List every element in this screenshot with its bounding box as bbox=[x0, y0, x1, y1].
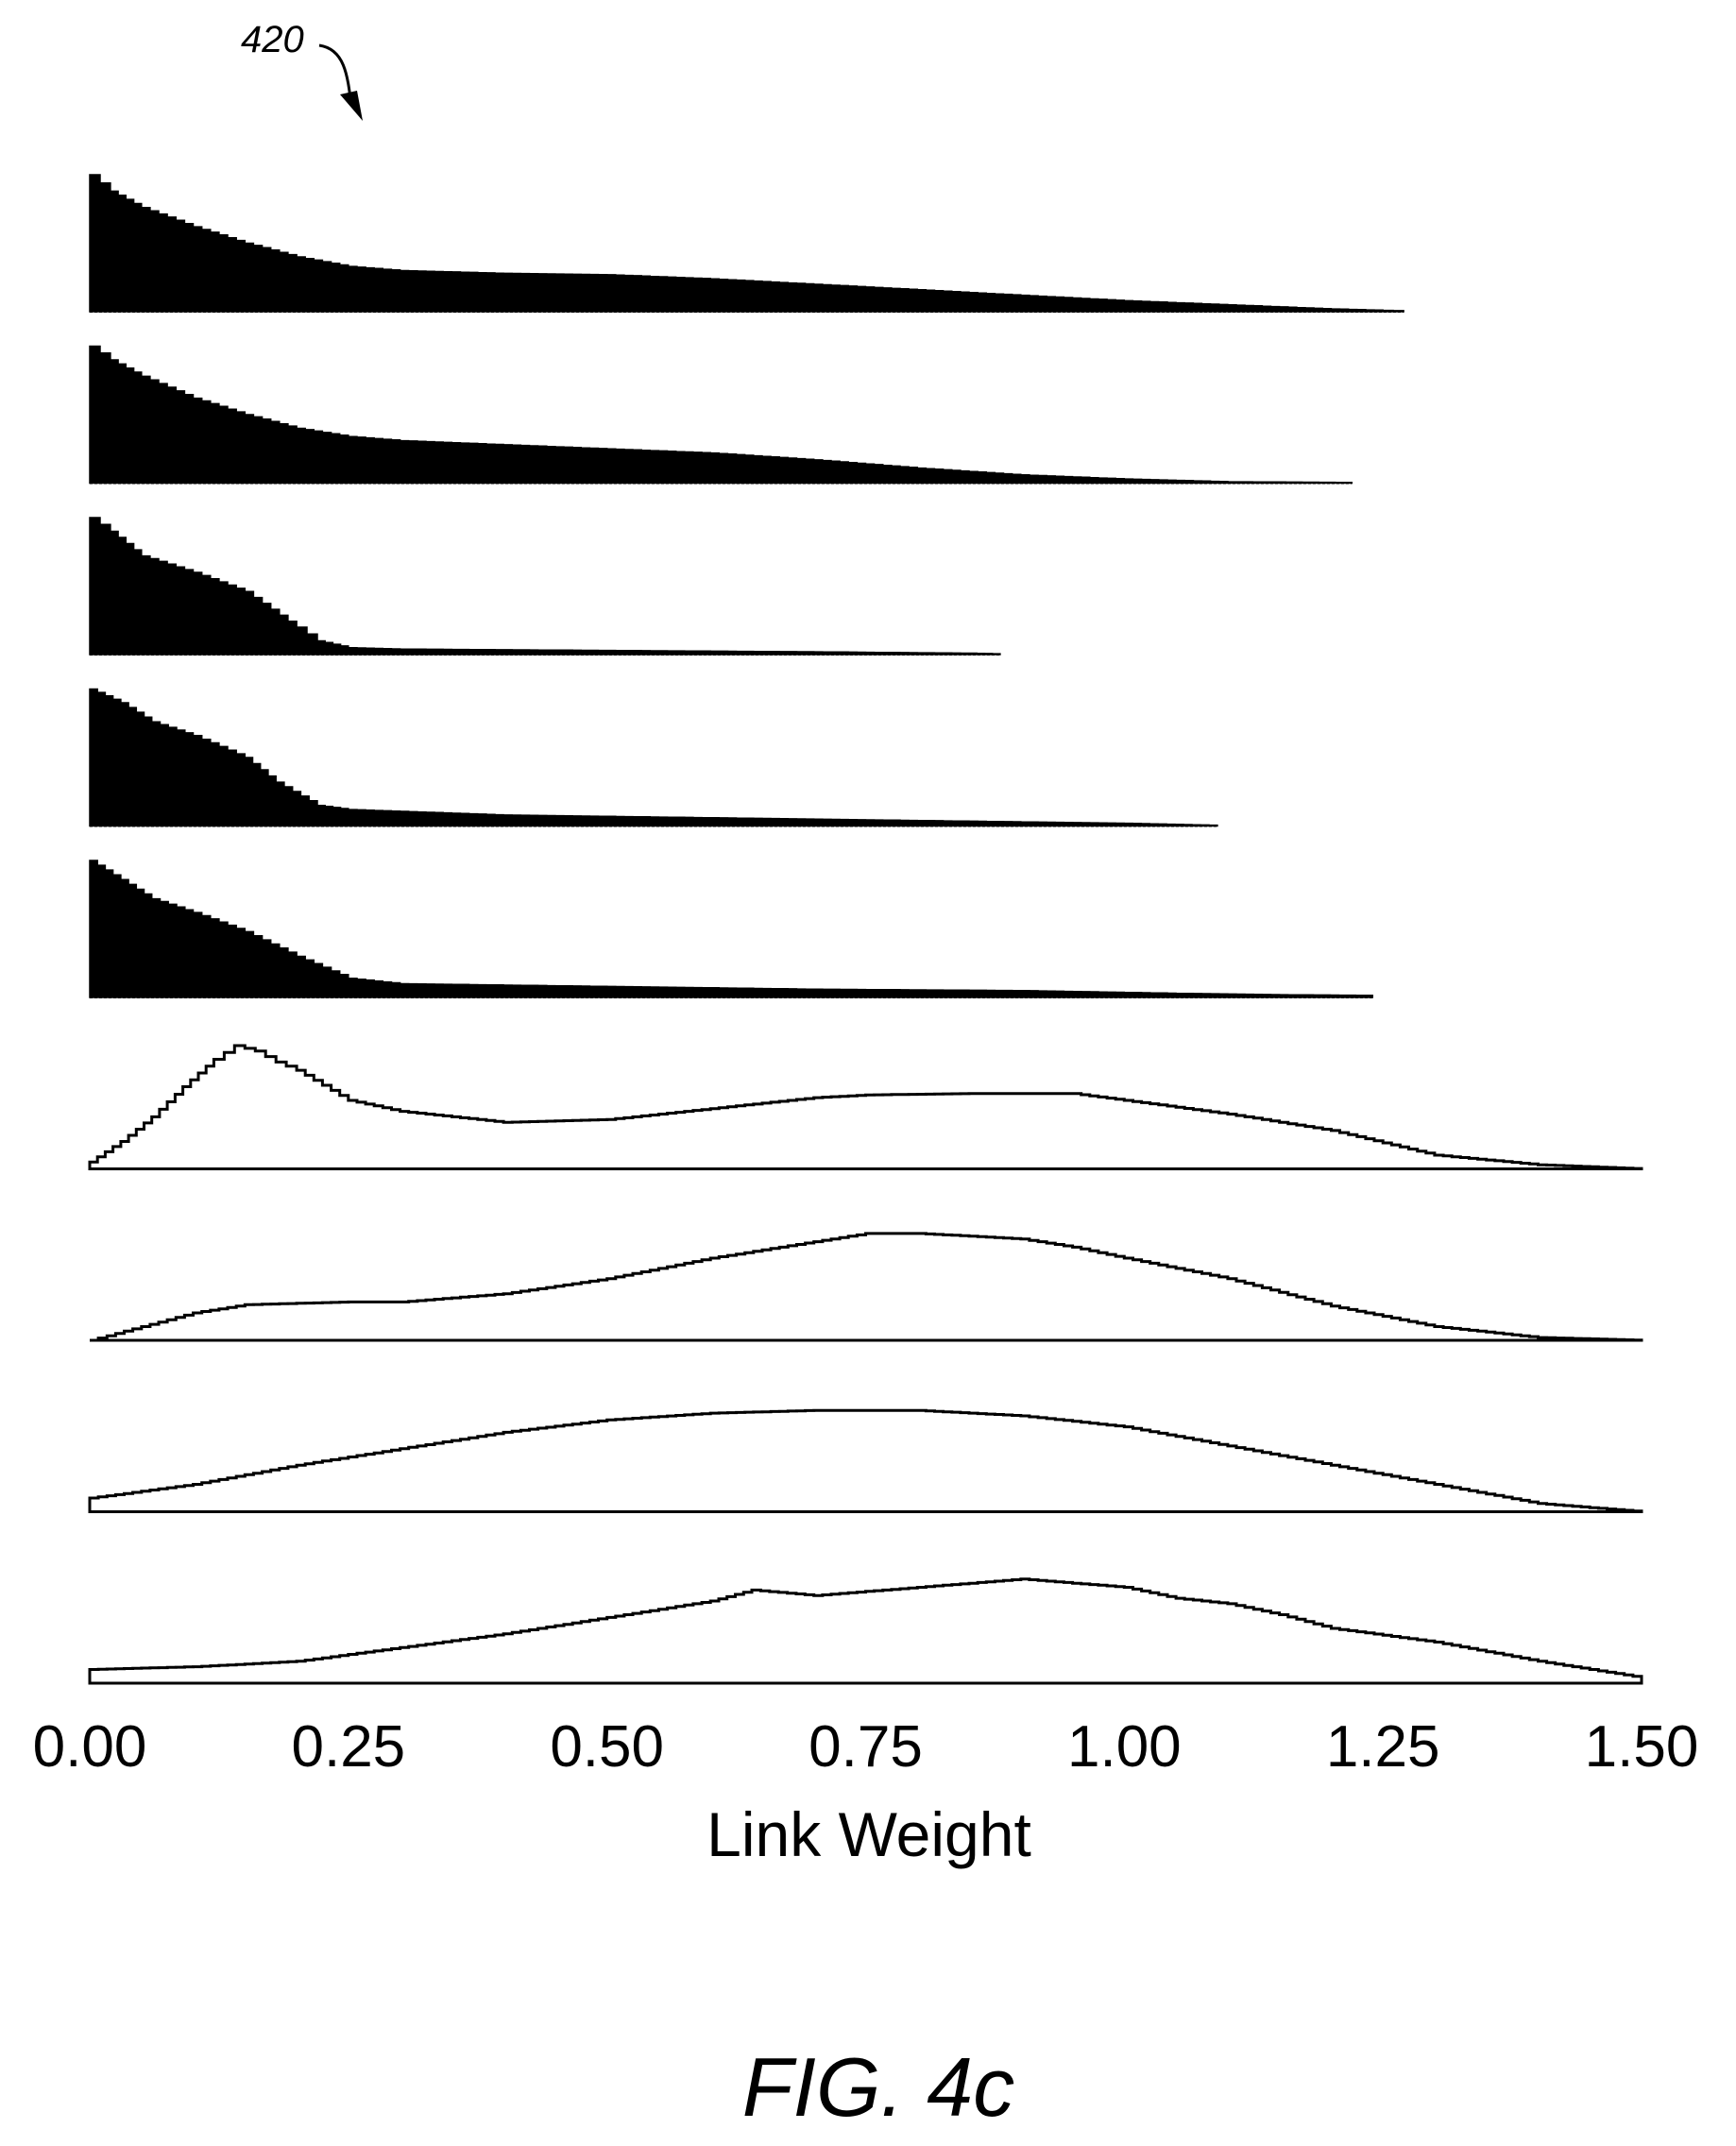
histogram-series-1 bbox=[89, 174, 1404, 313]
x-tick-label: 0.00 bbox=[33, 1714, 147, 1780]
histogram-panel-2 bbox=[89, 345, 1353, 485]
histogram-panel-3 bbox=[89, 517, 1001, 656]
histogram-series-4 bbox=[89, 688, 1218, 827]
x-tick-label: 0.75 bbox=[808, 1714, 923, 1780]
x-axis-ticks: 0.00 0.25 0.50 0.75 1.00 1.25 1.50 bbox=[33, 1714, 1699, 1780]
histogram-series-7 bbox=[90, 1232, 1643, 1342]
histogram-panel-8 bbox=[88, 1408, 1643, 1513]
histogram-panel-9 bbox=[88, 1577, 1643, 1685]
histogram-series-5 bbox=[89, 860, 1373, 998]
histogram-panel-4 bbox=[89, 688, 1218, 827]
reference-numeral: 420 bbox=[241, 19, 363, 121]
arrowhead-icon bbox=[340, 91, 363, 121]
x-tick-label: 1.50 bbox=[1585, 1714, 1699, 1780]
x-tick-label: 0.25 bbox=[291, 1714, 405, 1780]
histogram-panel-7 bbox=[90, 1232, 1643, 1342]
histogram-series-8 bbox=[88, 1408, 1643, 1513]
figure-caption: FIG. 4c bbox=[742, 2040, 1015, 2134]
x-axis-label: Link Weight bbox=[706, 1799, 1031, 1869]
histogram-series-6 bbox=[88, 1044, 1643, 1170]
histogram-panel-6 bbox=[88, 1044, 1643, 1170]
histogram-series-3 bbox=[89, 517, 1001, 656]
x-tick-label: 0.50 bbox=[550, 1714, 664, 1780]
histogram-panel-5 bbox=[89, 860, 1373, 998]
reference-numeral-label: 420 bbox=[241, 19, 304, 60]
x-tick-label: 1.00 bbox=[1067, 1714, 1182, 1780]
histogram-stack bbox=[88, 174, 1643, 1685]
histogram-panel-1 bbox=[89, 174, 1404, 313]
histogram-series-2 bbox=[89, 345, 1353, 485]
x-tick-label: 1.25 bbox=[1326, 1714, 1440, 1780]
histogram-series-9 bbox=[88, 1577, 1643, 1685]
